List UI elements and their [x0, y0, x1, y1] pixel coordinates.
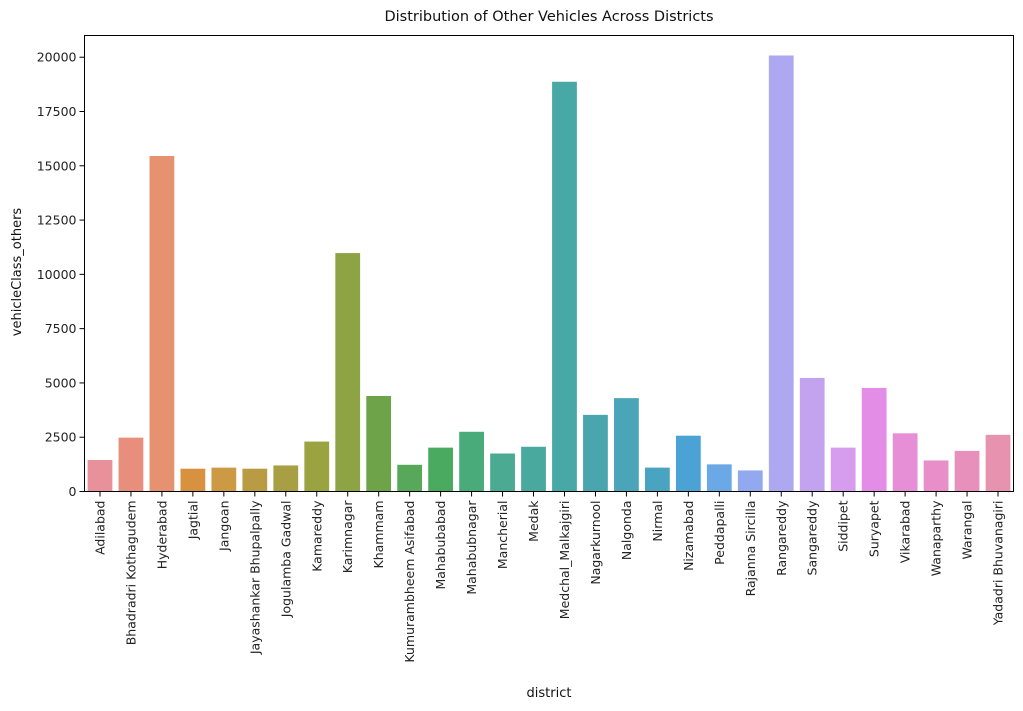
bar-yadadri-bhuvanagiri: [985, 434, 1011, 492]
x-tick-label: Wanaparthy: [929, 500, 944, 576]
y-tick-label: 5000: [45, 375, 77, 390]
x-tick-label: Suryapet: [867, 500, 882, 557]
x-tick-label: Medchal_Malkajgiri: [557, 501, 572, 620]
x-tick-label: Jayashankar Bhupalpally: [247, 500, 262, 655]
bar-suryapet: [861, 387, 887, 492]
x-axis-ticks: Adilabad Bhadradri Kothagudem Hyderabad Jag…: [92, 491, 1006, 663]
x-axis-label: district: [527, 686, 572, 701]
bars-group: [87, 55, 1011, 492]
bar-karimnagar: [335, 253, 361, 492]
y-tick-label: 0: [69, 484, 77, 499]
bar-vikarabad: [892, 433, 918, 492]
y-axis-label: vehicleClass_others: [10, 208, 25, 337]
x-tick-label: Bhadradri Kothagudem: [123, 501, 138, 646]
bar-jogulamba-gadwal: [273, 465, 299, 492]
x-tick-label: Jogulamba Gadwal: [278, 501, 293, 619]
x-tick-label: Nagarkurnool: [588, 501, 603, 585]
x-tick-label: Khammam: [371, 501, 386, 569]
x-tick-label: Nirmal: [650, 501, 665, 542]
bar-nirmal: [644, 467, 670, 492]
y-tick-label: 10000: [37, 267, 77, 282]
bar-nizamabad: [675, 435, 701, 492]
bar-nagarkurnool: [583, 414, 608, 492]
x-tick-label: Kamareddy: [309, 500, 324, 572]
x-tick-label: Siddipet: [836, 500, 851, 551]
bar-rangareddy: [768, 55, 794, 492]
bar-jayashankar-bhupalpally: [242, 468, 268, 492]
bar-mancherial: [490, 453, 515, 492]
y-tick-label: 20000: [37, 50, 77, 65]
x-tick-label: Nizamabad: [681, 501, 696, 571]
bar-nalgonda: [614, 398, 639, 492]
x-tick-label: Sangareddy: [805, 500, 820, 576]
bar-kumurambheem-asifabad: [397, 464, 423, 492]
x-tick-label: Vikarabad: [898, 501, 913, 564]
bar-mahabubabad: [428, 447, 454, 492]
bar-khammam: [366, 395, 392, 492]
x-tick-label: Yadadri Bhuvanagiri: [991, 501, 1006, 627]
bar-jagtial: [180, 468, 206, 492]
x-tick-label: Hyderabad: [154, 501, 169, 570]
bar-mahabubnagar: [459, 431, 484, 492]
bar-bhadradri-kothagudem: [118, 437, 144, 492]
x-tick-label: Nalgonda: [619, 501, 634, 561]
x-tick-label: Rangareddy: [774, 500, 789, 576]
bar-hyderabad: [149, 156, 175, 492]
bar-adilabad: [87, 460, 113, 492]
x-tick-label: Rajanna Sircilla: [743, 501, 758, 597]
y-tick-label: 12500: [37, 213, 77, 228]
x-tick-label: Karimnagar: [340, 500, 355, 574]
x-tick-label: Mancherial: [495, 501, 510, 570]
bar-siddipet: [830, 447, 856, 492]
x-tick-label: Jagtial: [185, 501, 200, 541]
bar-sangareddy: [799, 377, 825, 492]
plot-frame: [84, 35, 1014, 492]
bar-jangoan: [211, 467, 237, 492]
bar-wanaparthy: [923, 460, 949, 492]
y-tick-label: 17500: [37, 104, 77, 119]
x-tick-label: Mahabubabad: [433, 501, 448, 590]
x-tick-label: Mahabubnagar: [464, 500, 479, 595]
x-tick-label: Kumurambheem Asifabad: [402, 501, 417, 663]
bar-peddapalli: [706, 464, 732, 492]
bar-medak: [521, 446, 546, 492]
y-tick-label: 7500: [45, 321, 77, 336]
bar-warangal: [954, 450, 980, 492]
x-tick-label: Jangoan: [216, 501, 231, 552]
bar-medchal-malkajgiri: [552, 81, 577, 492]
bar-rajanna-sircilla: [737, 470, 763, 492]
y-axis-ticks: 0 2500 5000 7500 10000 12500 15000 17500 20000: [37, 50, 85, 499]
x-tick-label: Adilabad: [92, 501, 107, 555]
x-tick-label: Warangal: [960, 501, 975, 560]
bar-kamareddy: [304, 441, 330, 492]
chart-title: Distribution of Other Vehicles Across Di…: [384, 9, 713, 25]
y-tick-label: 15000: [37, 158, 77, 173]
x-tick-label: Peddapalli: [712, 501, 727, 565]
y-tick-label: 2500: [45, 430, 77, 445]
x-tick-label: Medak: [526, 500, 541, 542]
